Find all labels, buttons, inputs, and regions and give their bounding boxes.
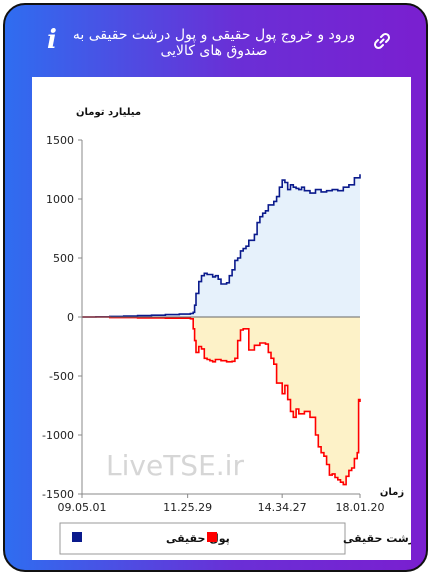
y-tick-label: 1000: [46, 193, 74, 206]
y-tick-label: 1500: [46, 134, 74, 147]
info-icon[interactable]: i: [47, 25, 57, 55]
x-tick-label: 09.05.01: [58, 501, 107, 514]
x-axis-label: زمان: [380, 487, 404, 498]
series-area-1: [82, 174, 360, 317]
x-tick-label: 18.01.20: [336, 501, 385, 514]
chart-svg: میلیارد تومان زمان 1500 1000 500 0 -500 -1000…: [42, 107, 426, 555]
y-tick-label: -1500: [42, 488, 74, 501]
y-axis-label: میلیارد تومان: [76, 107, 141, 118]
chart-title: ورود و خروج پول حقیقی و پول درشت حقیقی ب…: [72, 27, 356, 59]
link-icon[interactable]: [373, 32, 391, 50]
series-line-2: [82, 316, 361, 486]
series-line-1: [82, 174, 361, 318]
watermark: LiveTSE.ir: [106, 449, 244, 482]
card-header: i ورود و خروج پول حقیقی و پول درشت حقیقی…: [5, 5, 426, 75]
series-area-2: [82, 317, 360, 485]
x-tick-label: 11.25.29: [163, 501, 212, 514]
legend-swatch-2: [207, 532, 217, 542]
y-tick-label: 0: [67, 311, 74, 324]
chart-panel: میلیارد تومان زمان 1500 1000 500 0 -500 -1000…: [32, 77, 426, 560]
legend-box: [59, 522, 346, 555]
legend-label-2: پول درشت حقیقی: [343, 532, 411, 545]
y-tick-label: -500: [49, 370, 74, 383]
x-tick-label: 14.34.27: [258, 501, 307, 514]
legend-label-1: پول حقیقی: [166, 532, 230, 545]
y-tick-label: -1000: [42, 429, 74, 442]
legend-swatch-1: [72, 532, 82, 542]
y-tick-label: 500: [53, 252, 74, 265]
chart-card: i ورود و خروج پول حقیقی و پول درشت حقیقی…: [3, 3, 428, 572]
